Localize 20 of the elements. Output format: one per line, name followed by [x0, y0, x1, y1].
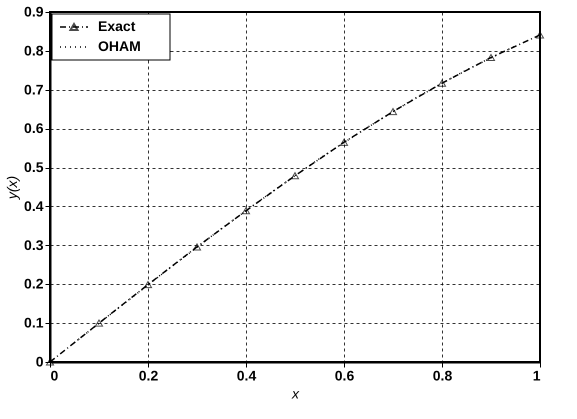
x-tick-label: 0.4	[236, 368, 256, 384]
x-tick-label: 0.2	[138, 368, 158, 384]
legend-label: OHAM	[98, 38, 141, 54]
x-tick-label: 0.8	[432, 368, 452, 384]
y-axis-title: y(x)	[4, 176, 20, 200]
y-tick-label: 0	[36, 354, 44, 370]
x-axis-title: x	[291, 386, 300, 402]
y-tick-label: 0.7	[24, 81, 44, 98]
x-tick-label: 0	[50, 368, 58, 384]
y-tick-label: 0.5	[24, 159, 44, 176]
y-tick-label: 0.3	[24, 236, 44, 253]
y-tick-label: 0.8	[24, 42, 44, 58]
x-tick-label: 0.6	[334, 368, 354, 384]
y-tick-label: 0.9	[24, 4, 44, 20]
y-tick-label: 0.4	[24, 198, 44, 214]
y-tick-label: 0.2	[24, 276, 44, 292]
x-tick-label: 1	[532, 368, 541, 384]
y-tick-label: 0.6	[24, 120, 44, 136]
legend-label: Exact	[98, 18, 136, 34]
y-tick-label: 0.1	[24, 314, 44, 331]
